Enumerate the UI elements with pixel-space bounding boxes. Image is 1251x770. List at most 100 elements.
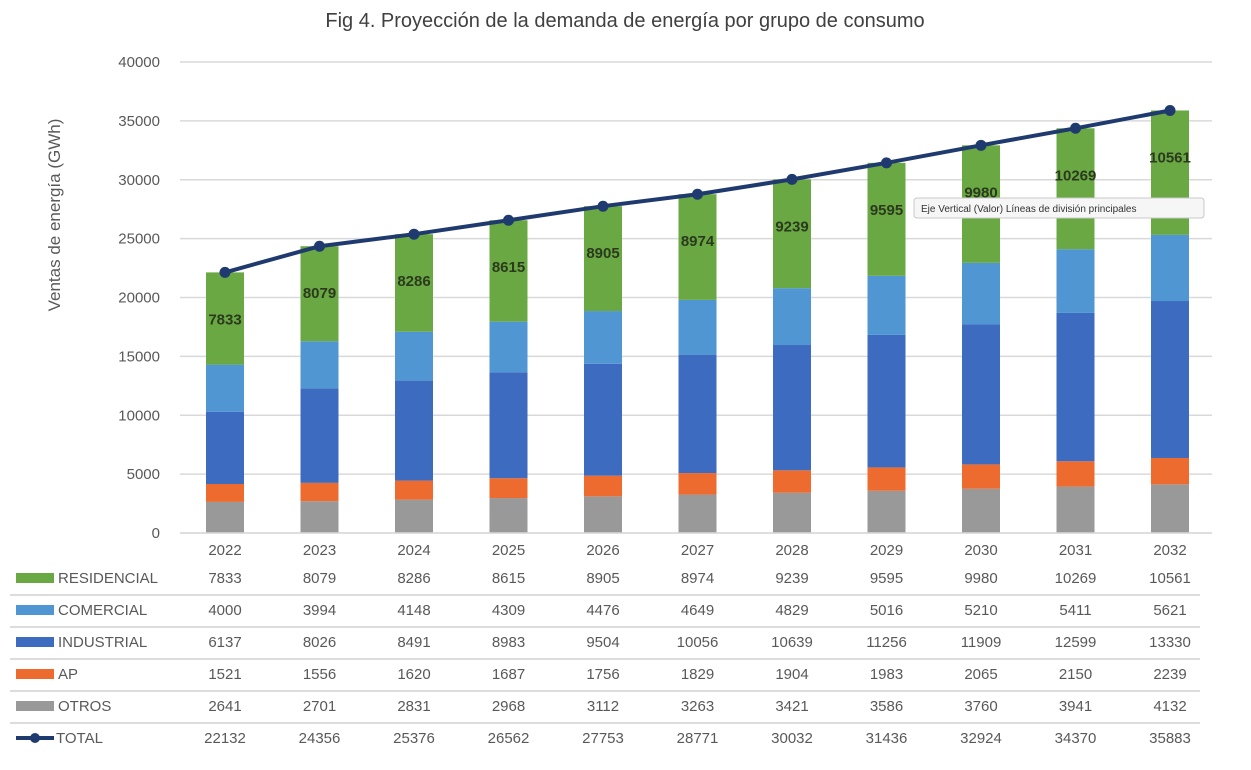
table-cell: 1556	[303, 666, 336, 683]
bar-segment-residencial	[584, 206, 622, 312]
table-row-label: RESIDENCIAL	[58, 570, 158, 587]
bar-segment-residencial	[395, 234, 433, 332]
bar-segment-ap	[678, 473, 717, 495]
bar-segment-industrial	[1151, 301, 1189, 458]
chart-title: Fig 4. Proyección de la demanda de energ…	[325, 10, 924, 32]
data-label: 9595	[870, 202, 903, 219]
y-tick-label: 40000	[118, 54, 160, 71]
total-marker	[881, 157, 892, 169]
total-marker	[786, 173, 798, 185]
x-tick-label: 2028	[775, 542, 808, 559]
x-tick-label: 2027	[681, 542, 714, 559]
table-cell: 4132	[1153, 698, 1186, 715]
table-row-label: OTROS	[58, 698, 111, 715]
table-row-label: INDUSTRIAL	[58, 634, 147, 651]
total-marker	[408, 228, 420, 240]
y-tick-label: 25000	[118, 231, 160, 248]
table-cell: 1620	[397, 666, 430, 683]
table-cell: 8286	[397, 570, 430, 587]
table-cell: 8974	[681, 570, 714, 587]
table-cell: 1904	[775, 666, 808, 683]
total-marker	[1070, 122, 1081, 134]
bar-segment-comercial	[1151, 234, 1189, 302]
data-label: 8286	[397, 273, 430, 290]
bar-segment-industrial	[300, 388, 339, 483]
data-label: 10561	[1149, 149, 1191, 166]
tooltip-text: Eje Vertical (Valor) Líneas de división …	[921, 204, 1136, 215]
table-cell: 4148	[397, 602, 430, 619]
tooltip-box	[913, 197, 1205, 219]
bar-segment-otros	[962, 488, 1000, 533]
table-cell: 2968	[492, 698, 525, 715]
x-tick-label: 2026	[586, 542, 619, 559]
table-cell: 30032	[771, 730, 813, 747]
y-tick-label: 10000	[118, 407, 160, 424]
table-cell: 9980	[964, 570, 997, 587]
x-tick-label: 2022	[208, 542, 241, 559]
table-cell: 28771	[677, 730, 719, 747]
table-cell: 35883	[1149, 730, 1191, 747]
bar-segment-otros	[206, 501, 244, 533]
x-tick-label: 2025	[492, 542, 525, 559]
table-cell: 9239	[775, 570, 808, 587]
x-tick-label: 2029	[870, 542, 903, 559]
table-row-label: AP	[58, 666, 78, 683]
bar-segment-ap	[395, 480, 433, 500]
bar-segment-ap	[1151, 457, 1189, 485]
legend-key-comercial	[16, 605, 54, 615]
table-cell: 10269	[1055, 570, 1097, 587]
bar-segment-ap	[206, 483, 244, 502]
bar-segment-residencial	[206, 272, 244, 365]
data-label: 9980	[964, 184, 997, 201]
table-cell: 1983	[870, 666, 903, 683]
bar-segment-otros	[1151, 484, 1189, 533]
total-marker	[692, 188, 703, 200]
bar-segment-comercial	[300, 341, 339, 389]
table-cell: 13330	[1149, 634, 1191, 651]
y-axis-ticks: 0 5000 10000 15000 20000 25000 30000 35000 40000	[118, 54, 160, 542]
table-cell: 4649	[681, 602, 714, 619]
data-table: RESIDENCIAL 7833 8079 8286 8615 8905 8974 9239 9…	[10, 570, 1200, 747]
total-marker	[975, 139, 987, 151]
total-marker	[503, 214, 514, 226]
table-cell: 5016	[870, 602, 903, 619]
table-cell: 1687	[492, 666, 525, 683]
table-cell: 1829	[681, 666, 714, 683]
table-cell: 10561	[1149, 570, 1191, 587]
table-cell: 5411	[1059, 602, 1091, 619]
bar-segment-ap	[489, 478, 528, 499]
bar-segment-industrial	[867, 334, 906, 468]
table-cell: 4829	[775, 602, 808, 619]
x-tick-label: 2031	[1059, 542, 1092, 559]
bar-segment-ap	[867, 467, 906, 491]
y-tick-label: 20000	[118, 290, 160, 307]
legend-key-marker	[30, 733, 40, 743]
bar-segment-otros	[584, 496, 622, 533]
table-cell: 8905	[586, 570, 619, 587]
bar-segment-industrial	[489, 372, 528, 479]
table-cell: 4309	[492, 602, 525, 619]
table-cell: 8026	[303, 634, 336, 651]
table-cell: 11256	[866, 634, 907, 651]
bar-segment-industrial	[678, 354, 717, 474]
table-cell: 10639	[771, 634, 813, 651]
bar-segment-comercial	[206, 364, 244, 412]
legend-key-industrial	[16, 637, 54, 647]
bar-segment-comercial	[962, 262, 1000, 325]
legend-key-residencial	[16, 573, 54, 583]
table-cell: 8615	[492, 570, 525, 587]
bar-segment-otros	[395, 499, 433, 533]
y-axis-label: Ventas de energía (GWh)	[45, 119, 64, 312]
tooltip: Eje Vertical (Valor) Líneas de división …	[913, 197, 1205, 219]
bar-segment-ap	[1056, 461, 1095, 487]
table-cell: 27753	[582, 730, 624, 747]
table-cell: 10056	[677, 634, 719, 651]
bar-segment-ap	[962, 464, 1000, 489]
x-axis-ticks: 2022 2023 2024 2025 2026 2027 2028 2029 2030 2031…	[180, 532, 1212, 559]
table-cell: 2641	[208, 698, 241, 715]
data-label: 10269	[1055, 167, 1097, 184]
bar-segment-residencial	[678, 194, 717, 300]
bar-segment-comercial	[489, 321, 528, 373]
table-cell: 7833	[208, 570, 241, 587]
data-label: 8615	[492, 259, 525, 276]
